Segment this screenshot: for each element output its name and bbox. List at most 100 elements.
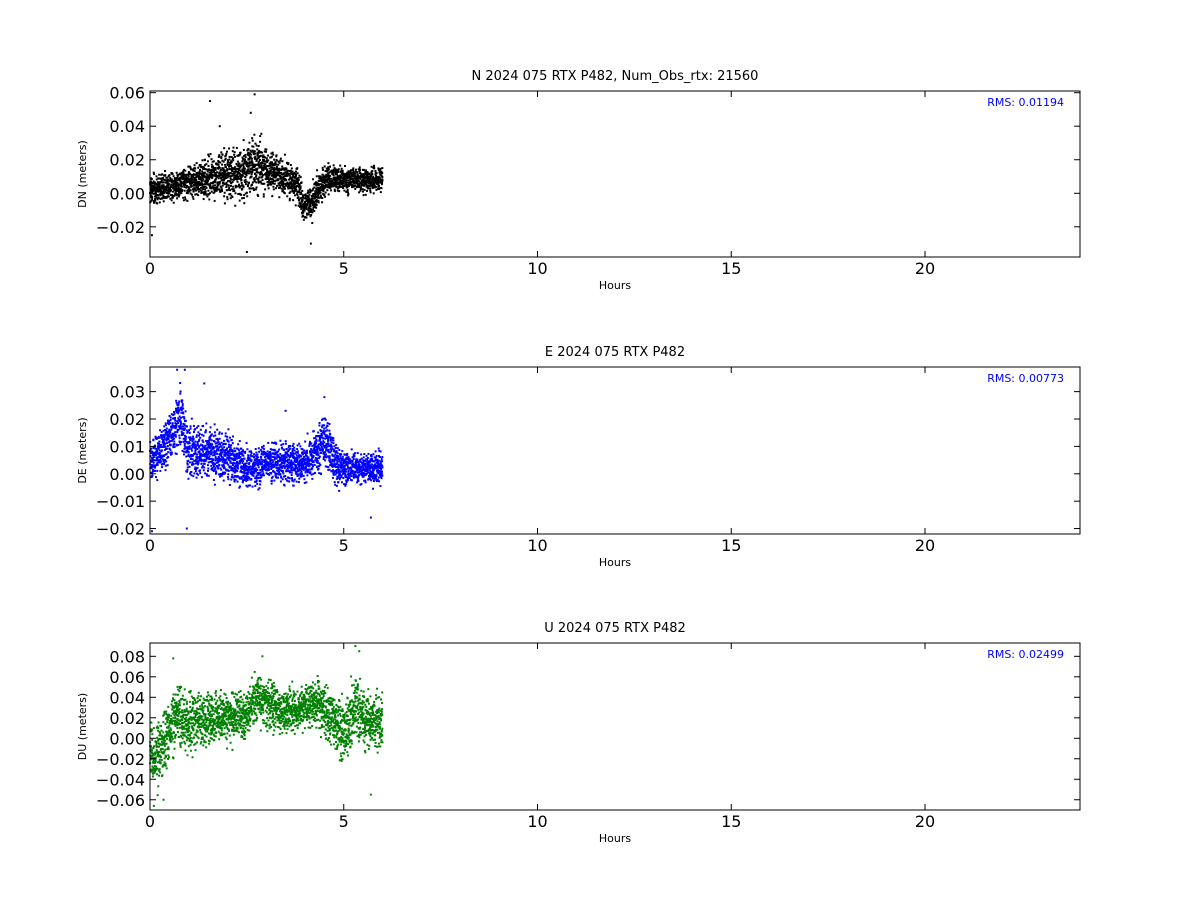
- data-point: [301, 209, 304, 212]
- data-point: [212, 191, 215, 194]
- data-point: [335, 454, 338, 457]
- data-point: [306, 194, 309, 197]
- data-point: [183, 442, 186, 445]
- data-point: [200, 186, 202, 189]
- data-point: [253, 177, 256, 180]
- data-point: [318, 462, 321, 465]
- data-point: [192, 424, 195, 427]
- data-point: [195, 461, 198, 464]
- data-point: [223, 183, 226, 186]
- data-point: [306, 204, 309, 207]
- data-point: [315, 187, 318, 190]
- data-point: [308, 193, 311, 196]
- data-point: [358, 471, 361, 474]
- data-point: [260, 162, 263, 165]
- data-point: [246, 468, 249, 471]
- data-point: [369, 191, 372, 194]
- data-point: [241, 169, 244, 172]
- data-point: [167, 438, 170, 441]
- data-point: [345, 463, 348, 466]
- data-point: [303, 478, 306, 481]
- data-point: [187, 451, 190, 454]
- data-point: [193, 444, 196, 447]
- data-point: [311, 195, 314, 198]
- data-point: [271, 162, 274, 165]
- data-point: [356, 461, 359, 464]
- data-point: [339, 182, 342, 185]
- data-point: [280, 469, 283, 472]
- data-point: [298, 201, 301, 204]
- data-point: [305, 195, 308, 198]
- data-point: [275, 476, 278, 479]
- data-point: [182, 172, 185, 175]
- data-point: [243, 159, 246, 162]
- data-point: [300, 207, 303, 210]
- data-point: [277, 163, 280, 166]
- data-point: [193, 181, 196, 184]
- data-point: [261, 450, 264, 453]
- data-point: [189, 436, 192, 439]
- data-point: [318, 447, 321, 450]
- data-point: [178, 191, 181, 194]
- data-point: [255, 170, 258, 173]
- data-point: [168, 179, 171, 182]
- data-point: [289, 462, 292, 465]
- data-point: [151, 189, 154, 192]
- data-point: [354, 460, 357, 463]
- data-point: [286, 458, 289, 461]
- data-point: [311, 198, 314, 201]
- data-point: [216, 441, 219, 444]
- data-point: [253, 453, 256, 456]
- data-point: [276, 453, 279, 456]
- data-point: [318, 192, 321, 195]
- data-point: [260, 475, 263, 478]
- data-point: [315, 458, 318, 461]
- data-point: [233, 478, 236, 481]
- data-point: [309, 453, 312, 456]
- data-point: [278, 448, 281, 451]
- data-point: [326, 429, 329, 432]
- data-point: [228, 165, 231, 168]
- data-point: [292, 179, 295, 182]
- data-point: [302, 468, 305, 471]
- data-point: [223, 147, 226, 150]
- data-point: [155, 476, 158, 479]
- data-point: [270, 166, 273, 169]
- data-point: [166, 447, 169, 450]
- data-point: [296, 444, 299, 447]
- data-point: [181, 404, 184, 407]
- data-point: [160, 173, 163, 176]
- data-point: [194, 183, 197, 186]
- data-point: [214, 463, 217, 466]
- data-point: [376, 187, 379, 190]
- data-point: [240, 465, 243, 468]
- data-point: [250, 175, 253, 178]
- data-point: [326, 440, 329, 443]
- data-point: [349, 462, 352, 465]
- data-point: [356, 481, 359, 484]
- data-point: [160, 177, 163, 180]
- data-point: [221, 458, 224, 461]
- data-point: [201, 449, 204, 452]
- data-point: [226, 176, 229, 179]
- data-point: [200, 166, 203, 169]
- data-point: [356, 466, 359, 469]
- data-point: [238, 486, 241, 489]
- data-point: [259, 154, 262, 157]
- data-point: [191, 443, 194, 446]
- data-point: [151, 195, 154, 198]
- data-point: [226, 168, 229, 171]
- data-point: [242, 167, 245, 170]
- data-point: [346, 186, 349, 189]
- data-point: [250, 455, 253, 458]
- data-point: [265, 165, 268, 168]
- data-point: [335, 178, 338, 181]
- data-point: [157, 181, 160, 184]
- data-point: [231, 473, 234, 476]
- data-point: [236, 464, 239, 467]
- data-point: [274, 173, 277, 176]
- data-point: [218, 182, 221, 185]
- data-point: [191, 461, 194, 464]
- data-point: [329, 174, 332, 177]
- data-point: [240, 450, 243, 453]
